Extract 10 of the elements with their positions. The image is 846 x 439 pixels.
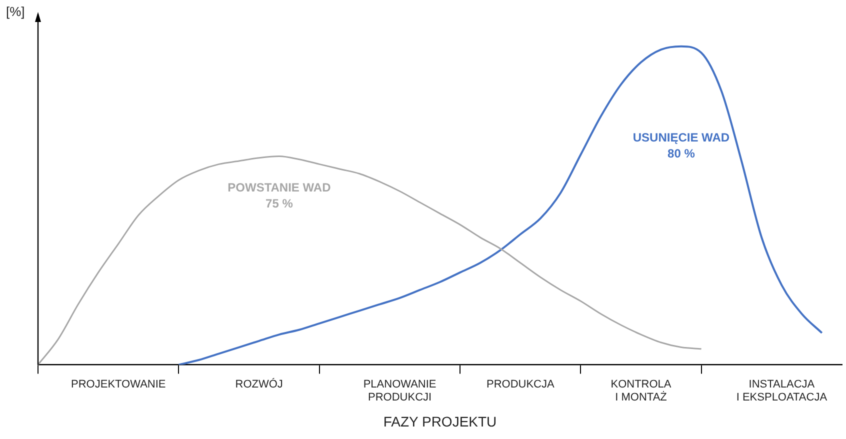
x-axis-title: FAZY PROJEKTU xyxy=(383,413,497,430)
x-tick-label: PLANOWANIE PRODUKCJI xyxy=(363,378,436,404)
annotation: USUNIĘCIE WAD 80 % xyxy=(632,130,730,161)
x-tick-label: KONTROLA I MONTAŻ xyxy=(610,378,672,404)
x-tick-label: PROJEKTOWANIE xyxy=(71,378,166,390)
x-tick-label: INSTALACJA I EKSPLOATACJA xyxy=(736,378,828,404)
x-tick-label: PRODUKCJA xyxy=(486,378,555,390)
x-tick-label: ROZWÓJ xyxy=(235,377,283,390)
y-axis-title: [%] xyxy=(6,4,25,20)
annotation: POWSTANIE WAD 75 % xyxy=(228,180,332,211)
